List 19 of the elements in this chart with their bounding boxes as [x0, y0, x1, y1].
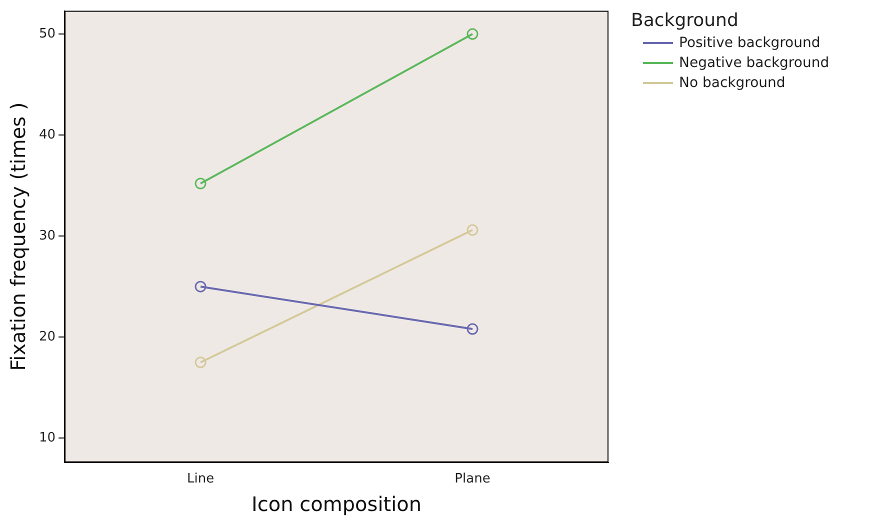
point	[466, 224, 478, 236]
x-tick-label: Line	[186, 472, 214, 487]
legend-label: No background	[679, 75, 786, 91]
y-tick-label: 30	[38, 228, 56, 244]
legend-label: Positive background	[679, 35, 820, 51]
y-tick-label: 20	[38, 330, 56, 344]
point	[466, 323, 478, 335]
legend-title: Background	[631, 10, 740, 31]
y-axis-title: Fixation frequency (times )	[6, 102, 30, 371]
y-tick-label: 40	[38, 127, 56, 142]
point	[466, 28, 478, 40]
point	[194, 356, 206, 368]
point	[194, 280, 206, 292]
x-axis-title: Icon composition	[251, 492, 422, 516]
legend-label: Negative background	[679, 55, 830, 71]
point	[194, 178, 206, 190]
y-tick-label: 50	[38, 26, 56, 42]
x-tick-label: Plane	[454, 472, 490, 487]
y-tick-label: 10	[38, 430, 56, 446]
